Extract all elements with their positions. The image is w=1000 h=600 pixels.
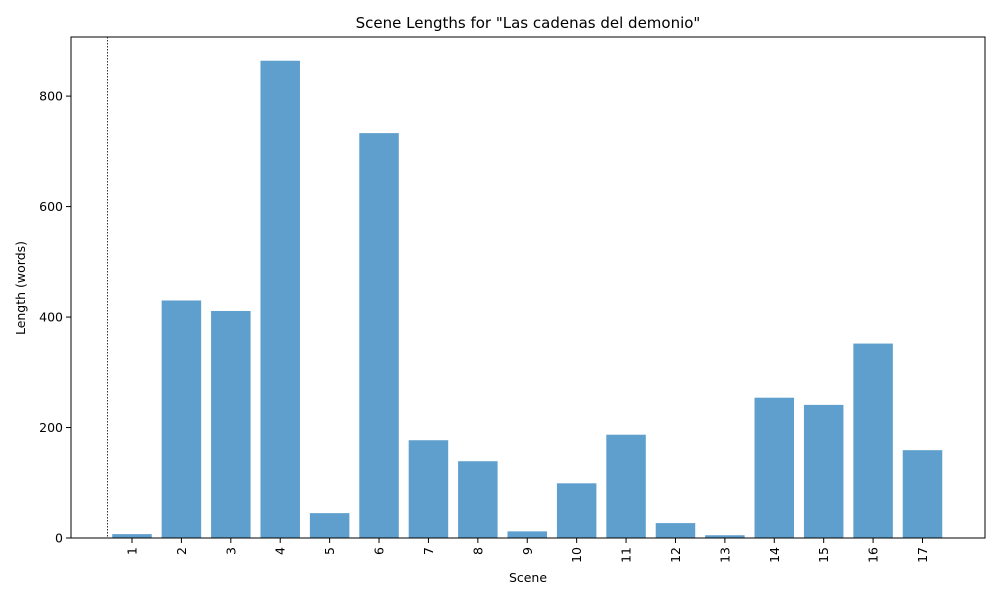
bar-scene-6 [359, 133, 399, 539]
x-tick-label: 7 [421, 547, 436, 555]
plot-frame [70, 36, 986, 539]
x-tick-label: 3 [223, 547, 238, 555]
x-tick-label: 10 [569, 547, 584, 563]
y-tick-label: 400 [39, 310, 63, 325]
y-axis: 0 200 400 600 800 [39, 89, 71, 546]
bar-scene-12 [655, 523, 696, 538]
bar-scene-11 [606, 434, 646, 538]
bar-scene-5 [309, 513, 350, 538]
x-axis: 1 2 3 4 5 6 7 8 9 10 11 12 13 14 15 16 17 [125, 538, 930, 563]
bar-scene-2 [161, 300, 202, 538]
x-tick-label: 15 [816, 547, 831, 563]
bar-scene-10 [556, 483, 597, 538]
y-tick-label: 800 [39, 89, 63, 104]
x-axis-label: Scene [509, 570, 547, 585]
x-tick-label: 16 [866, 547, 881, 563]
chart-title: Scene Lengths for "Las cadenas del demon… [356, 14, 701, 32]
bar-scene-7 [408, 440, 449, 538]
x-tick-label: 14 [767, 547, 782, 563]
bar-scene-13 [705, 535, 745, 538]
x-tick-label: 2 [174, 547, 189, 555]
x-tick-label: 5 [322, 547, 337, 555]
x-tick-label: 17 [915, 547, 930, 563]
y-tick-label: 0 [55, 531, 63, 546]
x-tick-label: 8 [470, 547, 485, 555]
bar-scene-1 [112, 534, 152, 538]
y-tick-label: 600 [39, 199, 63, 214]
plot-area [70, 36, 986, 539]
x-tick-label: 1 [125, 547, 140, 555]
x-tick-label: 11 [619, 547, 634, 563]
bar-scene-3 [211, 310, 251, 538]
bar-scene-15 [803, 404, 844, 538]
bar-scene-4 [260, 60, 300, 538]
bar-scene-9 [507, 531, 547, 538]
y-tick-label: 200 [39, 420, 63, 435]
y-axis-label: Length (words) [13, 241, 28, 335]
bar-scene-14 [754, 397, 795, 538]
bar-scene-17 [902, 450, 943, 538]
x-tick-label: 9 [520, 547, 535, 555]
bar-scene-16 [853, 343, 893, 538]
x-tick-label: 6 [372, 547, 387, 555]
x-tick-label: 12 [668, 547, 683, 563]
x-tick-label: 4 [273, 547, 288, 555]
bar-scene-8 [458, 461, 498, 538]
x-tick-label: 13 [717, 547, 732, 563]
